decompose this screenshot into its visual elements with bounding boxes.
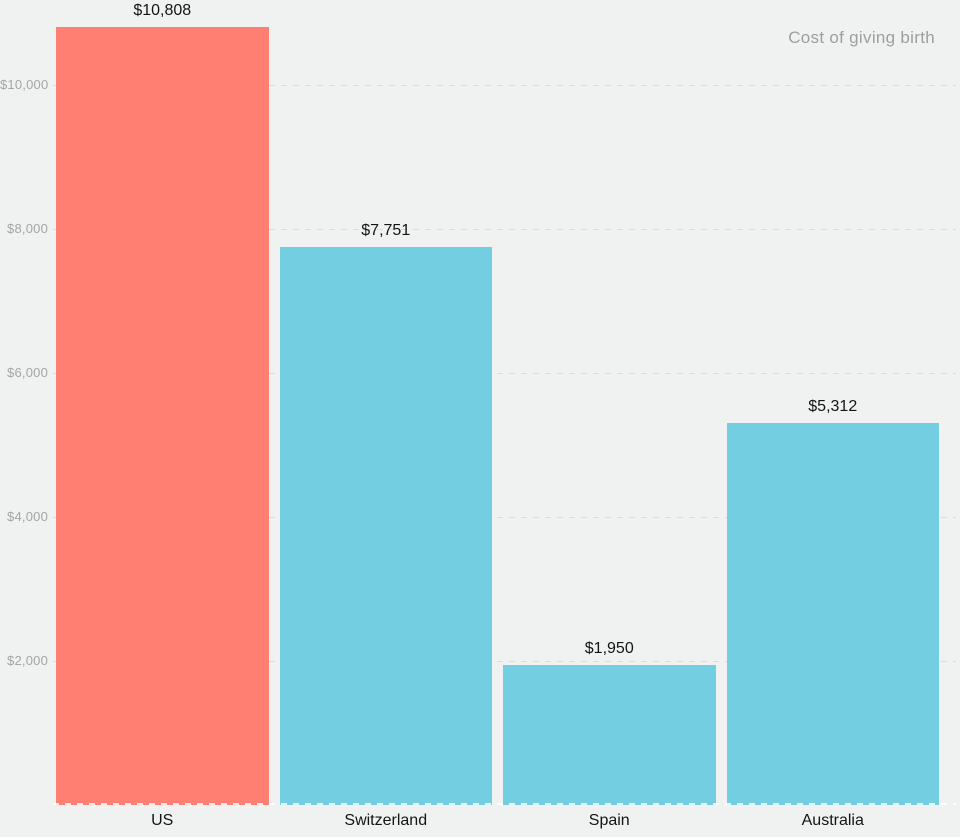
bar-value-label: $5,312 [808,397,858,415]
y-axis-tick-label: $2,000 [7,653,48,668]
y-axis-tick-label: $10,000 [0,77,49,92]
gridline [53,373,956,374]
x-axis-category-label: Switzerland [344,812,428,829]
gridline [53,85,956,86]
bar-australia [726,422,939,805]
y-axis-tick-label: $4,000 [7,509,48,524]
gridline [53,661,956,662]
bar-us [56,26,269,805]
zero-baseline [53,803,956,805]
y-axis-tick-label: $8,000 [7,221,48,236]
x-axis-category-label: Australia [801,812,864,829]
bar-value-label: $1,950 [584,639,634,657]
bar-value-label: $10,808 [133,1,192,19]
y-axis-tick-label: $6,000 [7,365,48,380]
x-axis-category-label: Spain [588,812,630,829]
bar-spain [503,664,716,805]
bar-value-label: $7,751 [361,221,411,239]
gridline [53,229,956,230]
gridline [53,517,956,518]
bar-switzerland [279,246,492,805]
chart-title: Cost of giving birth [788,28,935,47]
x-axis-category-label: US [151,812,174,829]
